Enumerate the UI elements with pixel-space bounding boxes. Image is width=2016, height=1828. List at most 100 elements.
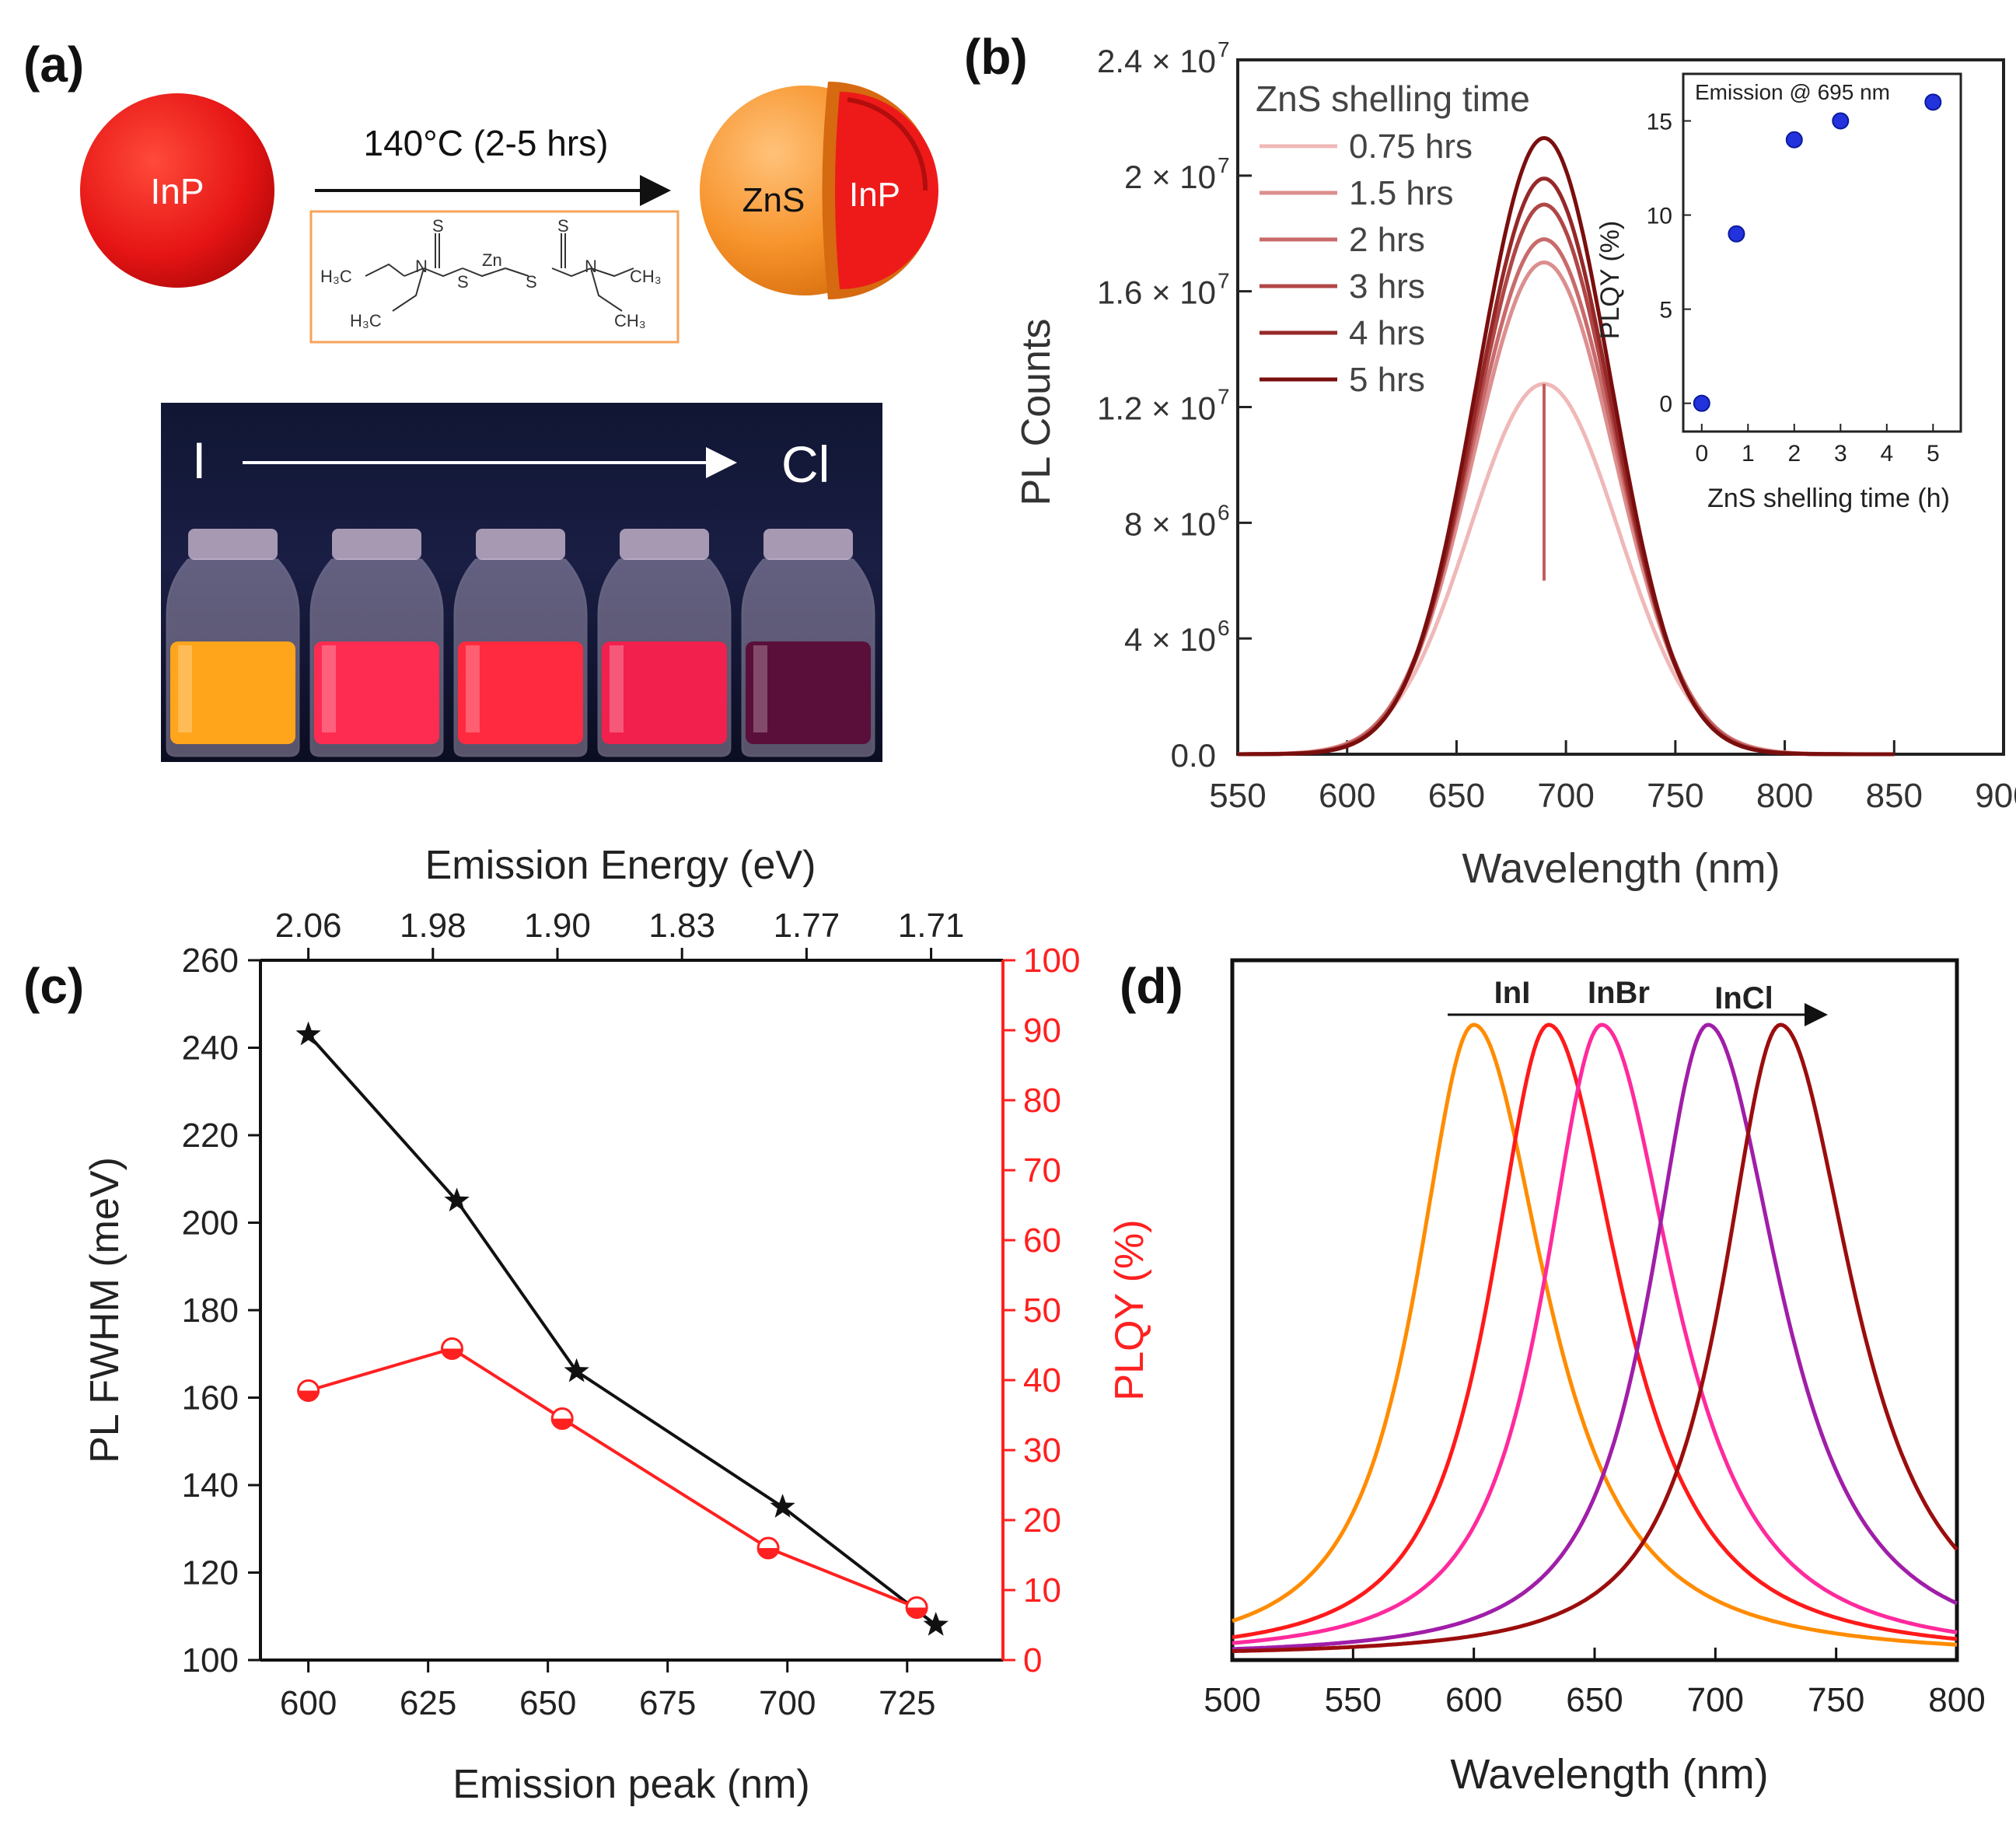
- vial-liquid: [746, 641, 871, 744]
- legend-label: 4 hrs: [1349, 314, 1425, 352]
- vial-4: [597, 529, 732, 757]
- inset-plqy-point: [1728, 225, 1745, 243]
- xtick-label: 500: [1204, 1681, 1260, 1719]
- top-tick-label: 1.83: [648, 907, 715, 945]
- ytick-label: 1.6 × 10: [1097, 274, 1216, 311]
- ytick-left-label: 180: [182, 1291, 239, 1330]
- vial-liquid: [170, 641, 295, 744]
- top-tick-label: 2.06: [275, 907, 342, 945]
- ytick-left-label: 100: [182, 1641, 239, 1679]
- precursor-box: [309, 210, 680, 344]
- inset-title: Emission @ 695 nm: [1695, 80, 1890, 104]
- plqy-circle-marker: [756, 1536, 780, 1560]
- top-tick-label: 1.90: [524, 907, 591, 945]
- ytick-right-label: 10: [1023, 1571, 1061, 1610]
- xtick-label: 650: [1428, 777, 1485, 815]
- plqy-circle-marker: [550, 1407, 574, 1430]
- ytick-label: 4 × 10: [1124, 621, 1216, 658]
- xtick-label: 800: [1928, 1681, 1985, 1719]
- ytick-left-label: 200: [182, 1204, 239, 1243]
- vial-liquid: [458, 641, 583, 744]
- legend-label: 1.5 hrs: [1349, 174, 1454, 212]
- vial-cap: [332, 529, 421, 560]
- ytick-right-label: 50: [1023, 1291, 1061, 1330]
- legend-label: 2 hrs: [1349, 221, 1425, 259]
- vial-cap: [620, 529, 709, 560]
- ytick-right-label: 40: [1023, 1361, 1061, 1400]
- xtick-label: 600: [1319, 777, 1375, 815]
- vial-3: [453, 529, 588, 757]
- top-tick-label: 1.71: [898, 907, 965, 945]
- coreshell-inp-label: InP: [849, 176, 900, 214]
- inset-plqy-point: [1832, 112, 1850, 130]
- xtick-label: 750: [1808, 1681, 1864, 1719]
- inset-xtick-label: 3: [1834, 441, 1847, 467]
- reaction-condition: 140°C (2-5 hrs): [364, 123, 609, 163]
- core-inner-edge: [847, 97, 928, 191]
- inp-core-label: InP: [150, 171, 204, 211]
- pl-spectrum-curve: [1232, 1022, 1958, 1647]
- inset-ytick-label: 15: [1647, 110, 1672, 135]
- inset-ytick-label: 0: [1659, 392, 1672, 418]
- vial-cap: [476, 529, 565, 560]
- fwhm-star-marker: [923, 1612, 949, 1636]
- legend-label: 0.75 hrs: [1349, 128, 1473, 166]
- vial-cap: [188, 529, 278, 560]
- xtick-label: 700: [759, 1684, 816, 1722]
- pl-spectrum-curve: [1238, 382, 1895, 757]
- fwhm-star-marker: [444, 1187, 470, 1212]
- inset-xtick-label: 0: [1695, 441, 1708, 467]
- ytick-label: 0.0: [1171, 737, 1216, 774]
- ytick-exponent: 7: [1218, 269, 1230, 293]
- pl-spectrum-curve: [1232, 1022, 1958, 1653]
- xtick-label: 650: [519, 1684, 576, 1722]
- pl-spectrum-curve: [1232, 1022, 1958, 1645]
- ytick-exponent: 7: [1218, 153, 1230, 177]
- pl-spectrum-curve: [1232, 1022, 1958, 1641]
- atom-h3c-top: H₃C: [320, 267, 352, 286]
- ytick-left-label: 120: [182, 1554, 239, 1592]
- inset-xtick-label: 5: [1927, 441, 1940, 467]
- ytick-label: 8 × 10: [1124, 505, 1216, 542]
- xtick-label: 600: [1445, 1681, 1502, 1719]
- panel-label-a: (a): [23, 37, 84, 93]
- core-shell-sphere: ZnS InP: [700, 82, 938, 299]
- atom-s-top-left: S: [432, 216, 444, 236]
- atom-h3c-bottom: H₃C: [350, 311, 382, 330]
- inset-xtick-label: 2: [1787, 441, 1801, 467]
- xtick-label: 550: [1325, 1681, 1382, 1719]
- ytick-right-label: 80: [1023, 1082, 1061, 1120]
- plot-c-ylabel-right: PLQY (%): [1107, 1219, 1152, 1400]
- inset-ytick-label: 5: [1659, 298, 1672, 323]
- annotation-inbr: InBr: [1588, 976, 1650, 1010]
- xtick-label: 625: [400, 1684, 456, 1722]
- plqy-circle-marker: [905, 1596, 928, 1619]
- ytick-exponent: 6: [1218, 616, 1230, 640]
- inset-xtick-label: 4: [1880, 441, 1893, 467]
- fwhm-star-marker: [564, 1358, 589, 1382]
- plqy-line: [308, 1347, 917, 1610]
- ytick-right-label: 90: [1023, 1012, 1061, 1050]
- ytick-label: 2 × 10: [1124, 159, 1216, 195]
- atom-n-right: N: [585, 257, 597, 276]
- vial-liquid: [314, 641, 439, 744]
- photo-label-left: I: [192, 432, 206, 489]
- xtick-label: 650: [1566, 1681, 1623, 1719]
- vial-2: [309, 529, 444, 757]
- atom-s-top-right: S: [557, 216, 569, 236]
- vial-highlight: [466, 645, 480, 732]
- plot-d-xlabel: Wavelength (nm): [1450, 1751, 1768, 1798]
- ytick-right-label: 60: [1023, 1222, 1061, 1260]
- xtick-label: 750: [1647, 777, 1703, 815]
- ytick-right-label: 30: [1023, 1431, 1061, 1470]
- atom-ch3-top: CH₃: [630, 267, 662, 286]
- xtick-label: 725: [879, 1684, 935, 1722]
- vial-highlight: [753, 645, 767, 732]
- panel-label-c: (c): [23, 958, 84, 1014]
- ytick-right-label: 100: [1023, 942, 1080, 980]
- plqy-circle-marker: [297, 1379, 320, 1402]
- ytick-label: 2.4 × 10: [1097, 43, 1216, 79]
- legend-label: 5 hrs: [1349, 361, 1425, 399]
- inset-plqy-point: [1924, 93, 1942, 111]
